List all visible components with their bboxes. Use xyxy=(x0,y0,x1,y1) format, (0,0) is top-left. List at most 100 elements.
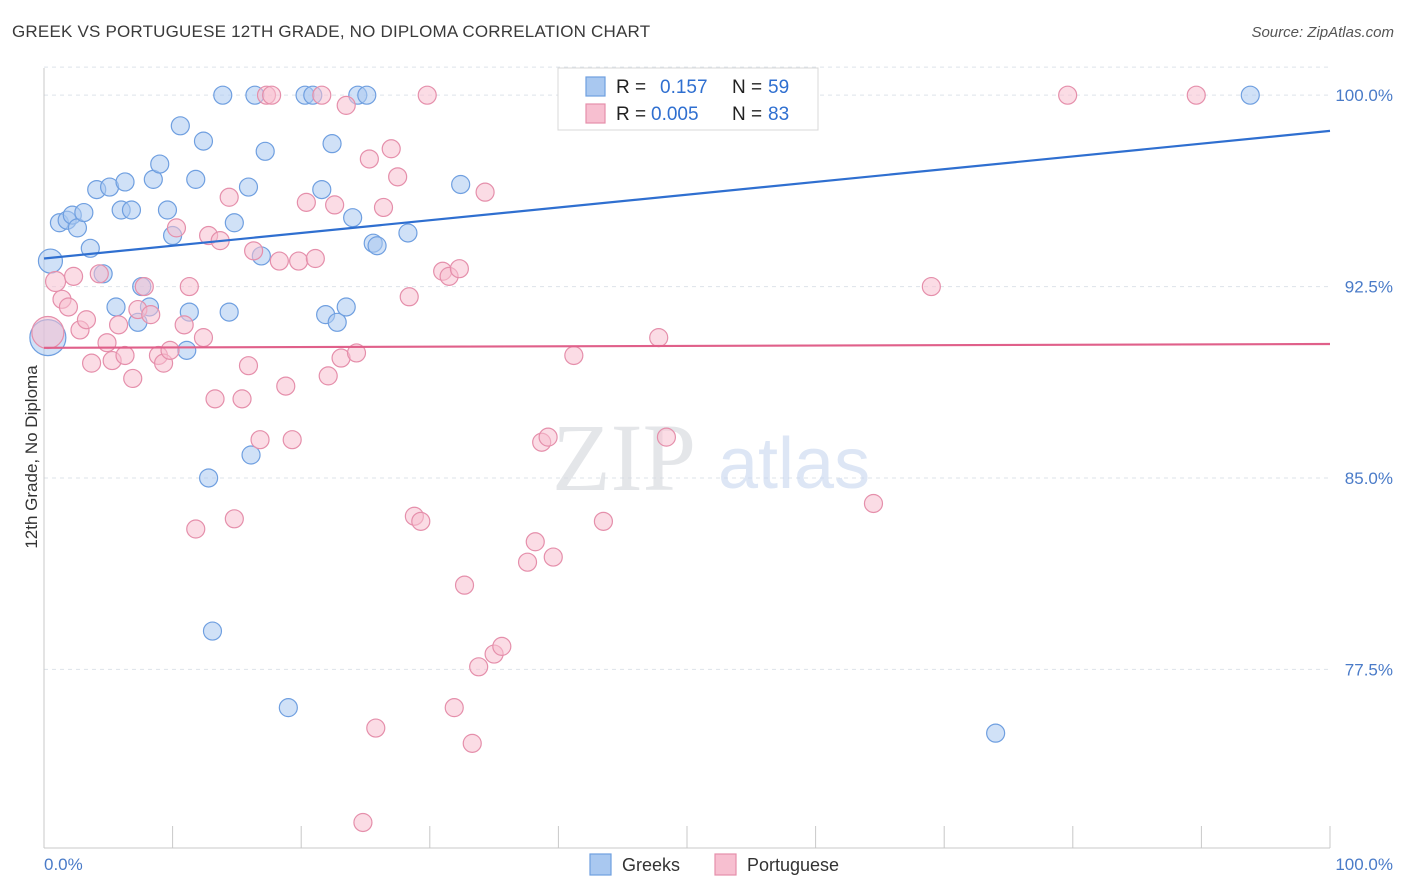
portuguese-point xyxy=(174,315,194,335)
portuguese-point xyxy=(444,698,464,718)
greek-point xyxy=(336,297,356,317)
portuguese-point xyxy=(475,182,495,202)
portuguese-point xyxy=(462,733,482,753)
portuguese-r-value: 0.005 xyxy=(651,104,699,125)
greek-point xyxy=(327,312,347,332)
portuguese-point xyxy=(238,356,259,376)
portuguese-point xyxy=(492,636,512,656)
portuguese-n-label: N = xyxy=(732,104,762,125)
portuguese-point xyxy=(269,251,289,271)
portuguese-point xyxy=(656,427,677,447)
greek-point xyxy=(170,116,190,136)
portuguese-point xyxy=(81,353,102,373)
portuguese-n-value: 83 xyxy=(768,104,789,125)
greek-point xyxy=(224,213,244,233)
portuguese-point xyxy=(193,328,214,348)
portuguese-point xyxy=(108,315,129,335)
portuguese-point xyxy=(346,343,367,363)
portuguese-point xyxy=(219,187,239,207)
portuguese-point xyxy=(289,251,309,271)
portuguese-point xyxy=(232,389,252,409)
greek-point xyxy=(121,200,142,220)
portuguese-point xyxy=(186,519,206,539)
x-tick-label-max: 100.0% xyxy=(1335,855,1393,874)
portuguese-point xyxy=(276,376,296,396)
greek-point xyxy=(157,200,178,220)
portuguese-point xyxy=(250,430,270,450)
portuguese-point xyxy=(160,340,180,360)
portuguese-point xyxy=(388,167,408,187)
series-legend: Greeks Portuguese xyxy=(589,853,839,876)
portuguese-point xyxy=(593,511,614,531)
portuguese-point xyxy=(166,218,187,238)
greek-point xyxy=(37,248,64,274)
greek-point xyxy=(193,131,214,151)
portuguese-point xyxy=(318,366,338,386)
portuguese-point xyxy=(538,427,558,447)
greek-point xyxy=(255,141,275,161)
greek-point xyxy=(451,174,471,195)
portuguese-point xyxy=(282,430,302,450)
portuguese-point xyxy=(336,95,356,115)
greek-point xyxy=(199,468,219,488)
portuguese-point xyxy=(141,305,161,325)
portuguese-point xyxy=(863,493,884,514)
portuguese-point xyxy=(262,85,282,105)
portuguese-point xyxy=(399,287,419,307)
portuguese-point xyxy=(469,657,489,677)
greek-point xyxy=(115,172,135,192)
watermark-atlas: atlas xyxy=(718,424,870,504)
greek-point xyxy=(312,179,332,200)
portuguese-point xyxy=(115,345,135,366)
legend-greeks-swatch xyxy=(589,853,612,876)
portuguese-point xyxy=(353,812,373,833)
portuguese-point xyxy=(921,276,941,297)
greeks-trend-line xyxy=(43,129,1331,260)
portuguese-point xyxy=(417,85,437,105)
portuguese-trend-line xyxy=(43,342,1331,349)
portuguese-point xyxy=(224,509,244,529)
portuguese-point xyxy=(58,297,79,317)
portuguese-point xyxy=(366,718,386,738)
trend-lines xyxy=(43,129,1331,349)
greek-point xyxy=(74,202,94,223)
y-tick-label: 100.0% xyxy=(1335,86,1393,105)
portuguese-point xyxy=(381,139,401,159)
portuguese-point xyxy=(525,532,545,552)
y-tick-label: 92.5% xyxy=(1345,278,1393,297)
source-label: Source: ZipAtlas.com xyxy=(1251,24,1394,41)
portuguese-point xyxy=(76,310,97,330)
grid-lines xyxy=(44,66,1330,670)
legend-portuguese-swatch xyxy=(714,853,737,876)
portuguese-point xyxy=(244,241,264,261)
greek-point xyxy=(106,297,126,317)
legend-greeks-label: Greeks xyxy=(622,855,680,875)
portuguese-point xyxy=(454,575,475,595)
y-tick-label: 77.5% xyxy=(1345,660,1393,679)
portuguese-point xyxy=(44,270,67,293)
portuguese-point xyxy=(63,266,84,286)
y-tick-label: 85.0% xyxy=(1345,469,1393,488)
stats-legend: R = 0.157 N = 59 R = 0.005 N = 83 xyxy=(557,67,819,131)
greeks-n-label: N = xyxy=(732,77,762,98)
portuguese-point xyxy=(305,248,325,269)
portuguese-legend-swatch xyxy=(585,103,606,124)
portuguese-point xyxy=(89,264,109,284)
portuguese-point xyxy=(31,315,65,350)
greeks-r-value: 0.157 xyxy=(660,77,708,98)
greek-point xyxy=(278,698,298,718)
greek-point xyxy=(322,134,342,154)
greek-point xyxy=(398,223,418,243)
portuguese-point xyxy=(312,85,332,105)
greek-point xyxy=(1240,85,1260,105)
portuguese-point xyxy=(1186,85,1206,105)
greek-point xyxy=(186,169,206,189)
greek-point xyxy=(367,236,387,256)
greek-point xyxy=(986,723,1006,743)
greek-point xyxy=(357,85,377,105)
portuguese-point xyxy=(449,259,469,279)
greek-point xyxy=(150,154,170,174)
x-tick-label-min: 0.0% xyxy=(44,855,83,874)
portuguese-point xyxy=(543,547,563,567)
